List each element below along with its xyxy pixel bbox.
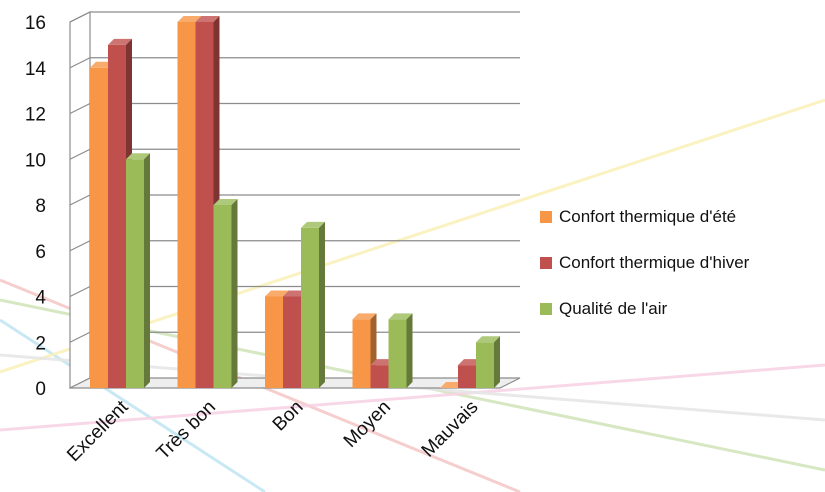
x-axis-labels: Excellent Très bon Bon Moyen Mauvais: [63, 396, 482, 466]
bar: [195, 22, 214, 388]
legend: Confort thermique d'été Confort thermiqu…: [540, 205, 749, 343]
y-tick-label: 8: [35, 196, 46, 217]
gridline-side: [69, 57, 91, 69]
bar: [90, 67, 108, 388]
bar-top: [195, 16, 220, 22]
legend-label-air: Qualité de l'air: [559, 299, 668, 318]
decor-line: [0, 363, 825, 432]
bar-top: [126, 153, 150, 160]
legend-swatch-air: [540, 303, 552, 315]
gridline-side: [69, 148, 91, 160]
bar: [388, 319, 407, 388]
bar: [458, 365, 476, 388]
gridline-side: [69, 240, 91, 252]
legend-label-ete: Confort thermique d'été: [559, 207, 737, 226]
legend-swatch-ete: [540, 211, 552, 223]
legend-label-hiver: Confort thermique d'hiver: [559, 253, 750, 272]
y-axis-ticks: 0 2 4 6 8 10 12 14 16: [25, 13, 47, 400]
y-tick-label: 16: [25, 13, 46, 34]
bar-side: [319, 221, 325, 388]
bars: [90, 16, 500, 388]
bar-top: [177, 16, 202, 22]
bar-top: [352, 313, 377, 320]
bar-side: [406, 313, 413, 388]
gridline-side: [69, 194, 91, 206]
bar: [301, 227, 319, 388]
y-tick-label: 0: [35, 379, 46, 400]
bar: [476, 342, 494, 388]
bar-side: [144, 153, 150, 388]
y-tick-label: 12: [25, 105, 46, 126]
bar: [283, 296, 301, 388]
bar-top: [108, 38, 132, 45]
legend-item-hiver: Confort thermique d'hiver: [540, 251, 749, 275]
bar: [265, 296, 283, 388]
bar-top: [213, 199, 238, 205]
y-tick-label: 6: [35, 242, 46, 263]
decor-line: [0, 318, 266, 492]
bar: [370, 365, 389, 388]
bar-side: [494, 336, 500, 388]
x-tick-label: Mauvais: [418, 397, 483, 462]
bar-top: [476, 336, 500, 343]
y-tick-label: 10: [25, 150, 46, 171]
bar: [108, 44, 126, 388]
x-tick-label: Très bon: [153, 397, 220, 464]
y-tick-label: 2: [35, 333, 46, 354]
bar-top: [301, 221, 325, 228]
legend-item-ete: Confort thermique d'été: [540, 205, 749, 229]
bar-top: [265, 290, 289, 297]
x-tick-label: Excellent: [63, 396, 133, 466]
bar-top: [388, 313, 413, 320]
gridline-side: [69, 331, 91, 343]
legend-item-air: Qualité de l'air: [540, 297, 749, 321]
bar: [352, 319, 371, 388]
legend-swatch-hiver: [540, 257, 552, 269]
bar: [213, 205, 232, 388]
bar: [177, 22, 196, 388]
x-tick-label: Moyen: [340, 397, 395, 452]
gridline-side: [69, 102, 91, 115]
gridline-side: [69, 11, 91, 23]
y-tick-label: 14: [25, 59, 47, 80]
bar: [126, 159, 144, 388]
y-tick-label: 4: [35, 288, 46, 309]
bar-side: [231, 199, 238, 388]
gridline-side: [69, 285, 91, 298]
